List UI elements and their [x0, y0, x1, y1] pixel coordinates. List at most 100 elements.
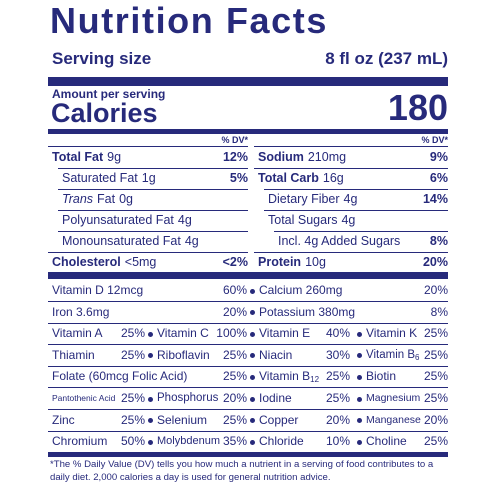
- vitamin-dv: 60%: [222, 283, 247, 297]
- nutrient-row: Protein 10g: [258, 252, 326, 273]
- rule: [254, 146, 448, 147]
- vitamin-dv: 8%: [430, 304, 448, 319]
- vitamin-name-text: Chromium: [52, 434, 108, 449]
- vitamin-dv: 25%: [423, 434, 448, 449]
- rule: [48, 146, 248, 147]
- bullet: [250, 374, 255, 380]
- vitamin-name-text: Riboflavin: [157, 347, 210, 362]
- vitamin-name-text: Calcium 260mg: [259, 283, 343, 297]
- nutrient-row: Monounsaturated Fat 4g: [62, 231, 199, 252]
- vitamin-dv: 10%: [325, 434, 350, 449]
- nutrient-name: Total Fat: [52, 150, 104, 164]
- nutrient-row: Sodium 210mg: [258, 147, 346, 168]
- nutrient-name: Cholesterol: [52, 255, 121, 269]
- calories-value: 180: [387, 87, 448, 128]
- bullet: [148, 418, 153, 424]
- vitamin-dv: 25%: [222, 369, 247, 384]
- bullet: [250, 439, 255, 445]
- calories-label: Calories: [51, 98, 158, 128]
- vitamin-name: Pantothenic Acid: [52, 388, 115, 409]
- rule: [58, 168, 248, 169]
- vitamin-name-text: Phosphorus: [157, 392, 219, 404]
- nutrient-amount: 1g: [141, 171, 156, 185]
- nutrient-name: Incl. 4g Added Sugars: [278, 234, 401, 248]
- bullet: [250, 331, 255, 337]
- vitamin-name: Folate (60mcg Folic Acid): [52, 366, 187, 387]
- vitamin-name-text: Choline: [366, 434, 407, 449]
- nutrient-row: Polyunsaturated Fat 4g: [62, 210, 192, 231]
- rule: [254, 252, 448, 253]
- nutrient-row: Cholesterol <5mg: [52, 252, 156, 273]
- vitamin-dv: 25%: [120, 326, 145, 341]
- bullet: [357, 331, 362, 337]
- vitamin-dv: 100%: [216, 326, 247, 341]
- vitamin-name: Phosphorus: [157, 388, 218, 409]
- vitamin-name-text: Molybdenum: [157, 435, 220, 448]
- vitamin-dv: 20%: [222, 304, 247, 319]
- vitamin-name-text: Vitamin C: [157, 326, 209, 341]
- thick-rule: [48, 77, 448, 86]
- bullet: [250, 418, 255, 424]
- nutrient-amount: 16g: [322, 171, 344, 185]
- nutrient-name: Dietary Fiber: [268, 192, 340, 206]
- nutrient-amount: <5mg: [124, 255, 157, 269]
- vitamin-name: Iron 3.6mg: [52, 302, 109, 323]
- vitamin-dv: 50%: [120, 434, 145, 449]
- serving-size-value: 8 fl oz (237 mL): [325, 49, 448, 68]
- vitamin-name: Potassium 380mg: [259, 302, 355, 323]
- nutrient-name: Fat: [97, 192, 116, 206]
- nutrient-row: Trans Fat 0g: [62, 189, 133, 210]
- footnote: *The % Daily Value (DV) tells you how mu…: [50, 459, 434, 483]
- bullet: [357, 353, 362, 359]
- vitamin-name-text: Vitamin E: [259, 326, 311, 341]
- vitamin-name: Vitamin C: [157, 323, 209, 344]
- bullet: [250, 310, 255, 316]
- vitamin-dv: 25%: [423, 326, 448, 341]
- nutrient-dv: 5%: [229, 171, 248, 185]
- vitamin-name: Vitamin K: [366, 323, 417, 344]
- nutrient-amount: 10g: [305, 255, 326, 269]
- vitamin-name-text: Chloride: [259, 434, 304, 449]
- rule: [48, 409, 448, 410]
- nutrient-row: Incl. 4g Added Sugars: [278, 231, 400, 252]
- title: Nutrition Facts: [50, 0, 329, 41]
- nutrient-row: Dietary Fiber 4g: [268, 189, 357, 210]
- nutrient-dv: 8%: [429, 234, 448, 248]
- vitamin-name: Chloride: [259, 431, 304, 452]
- vitamin-name-text: Vitamin D 12mcg: [52, 283, 144, 297]
- vitamin-name: Vitamin E: [259, 323, 310, 344]
- vitamin-dv: 25%: [325, 391, 350, 405]
- vitamin-name-text: Vitamin K: [366, 326, 418, 341]
- vitamin-name: Selenium: [157, 410, 207, 431]
- serving-size-label: Serving size: [52, 49, 152, 68]
- vitamin-name: Vitamin D 12mcg: [52, 280, 143, 301]
- vitamin-dv: 25%: [120, 412, 145, 427]
- vitamin-dv: 20%: [325, 412, 350, 427]
- rule: [58, 189, 248, 190]
- rule: [48, 322, 448, 324]
- vitamin-name: Choline: [366, 431, 407, 452]
- nutrient-name: Total Sugars: [268, 213, 338, 227]
- vitamin-name: Vitamin B6: [366, 345, 419, 366]
- vitamin-subscript: 12: [310, 375, 320, 385]
- vitamin-subscript: 6: [415, 352, 420, 362]
- bullet: [250, 353, 255, 359]
- bullet: [357, 439, 362, 445]
- nutrient-dv: 20%: [422, 255, 448, 269]
- vitamin-name-text: Iron 3.6mg: [52, 304, 110, 319]
- nutrient-dv: 6%: [429, 171, 448, 185]
- rule: [254, 168, 448, 169]
- nutrient-amount: 4g: [341, 213, 356, 227]
- rule: [48, 301, 448, 302]
- vitamin-dv: 25%: [222, 412, 247, 427]
- bullet: [250, 288, 255, 294]
- nutrient-name-italic: Trans: [62, 192, 94, 206]
- nutrient-amount: 9g: [107, 150, 122, 164]
- rule: [274, 231, 448, 232]
- amount-per-serving: Amount per serving: [52, 87, 166, 101]
- vitamin-dv: 20%: [423, 283, 448, 297]
- vitamin-dv: 25%: [325, 369, 350, 384]
- bullet: [357, 396, 362, 402]
- vitamin-name: Calcium 260mg: [259, 280, 342, 301]
